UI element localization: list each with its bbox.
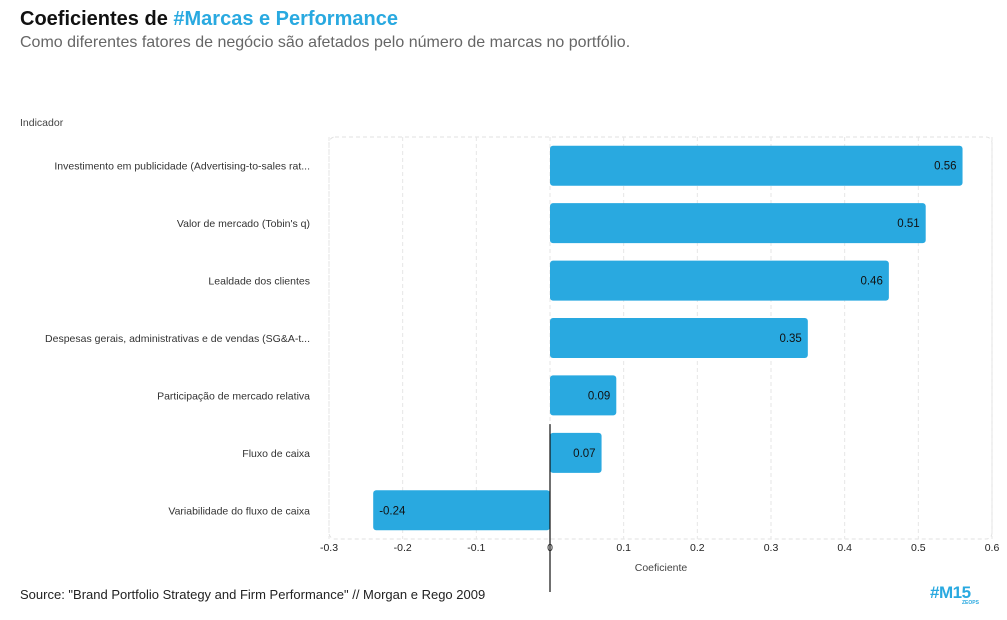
category-labels: Investimento em publicidade (Advertising… bbox=[45, 161, 310, 518]
bar-value-label: 0.56 bbox=[934, 161, 956, 173]
bar-value-label: -0.24 bbox=[379, 505, 406, 517]
x-tick-labels: -0.3-0.2-0.100.10.20.30.40.50.6 bbox=[320, 542, 999, 554]
category-label: Despesas gerais, administrativas e de ve… bbox=[45, 333, 310, 345]
category-label: Lealdade dos clientes bbox=[208, 276, 310, 288]
category-label: Participação de mercado relativa bbox=[157, 390, 310, 402]
bar-value-label: 0.35 bbox=[779, 333, 801, 345]
brand-logo-sub: ZEOPS bbox=[962, 600, 979, 606]
bar bbox=[550, 146, 963, 186]
category-label: Investimento em publicidade (Advertising… bbox=[54, 161, 310, 173]
x-tick-label: 0.2 bbox=[690, 542, 705, 554]
x-tick-label: 0.5 bbox=[911, 542, 926, 554]
x-tick-label: -0.3 bbox=[320, 542, 338, 554]
bar-chart: Indicador 0.560.510.460.350.090.07-0.24 … bbox=[0, 0, 1007, 620]
category-label: Fluxo de caixa bbox=[242, 448, 310, 460]
y-axis-title: Indicador bbox=[20, 117, 64, 129]
x-tick-label: 0.6 bbox=[985, 542, 1000, 554]
x-axis-title: Coeficiente bbox=[635, 562, 688, 574]
x-tick-label: 0.3 bbox=[764, 542, 779, 554]
bar-value-label: 0.09 bbox=[588, 390, 610, 402]
x-tick-label: 0.4 bbox=[837, 542, 852, 554]
source-note: Source: "Brand Portfolio Strategy and Fi… bbox=[20, 587, 485, 602]
x-tick-label: -0.2 bbox=[394, 542, 412, 554]
category-label: Valor de mercado (Tobin's q) bbox=[177, 218, 310, 230]
bar bbox=[550, 203, 926, 243]
bar bbox=[550, 261, 889, 301]
bars-group: 0.56 0.51 0.46 0.35 0.09 0.07 -0.24 bbox=[373, 146, 962, 531]
bar-value-label: 0.51 bbox=[897, 218, 919, 230]
bar-value-label: 0.07 bbox=[573, 448, 595, 460]
x-tick-label: -0.1 bbox=[467, 542, 485, 554]
category-label: Variabilidade do fluxo de caixa bbox=[168, 505, 310, 517]
bar-value-label: 0.46 bbox=[860, 276, 882, 288]
bar bbox=[550, 318, 808, 358]
x-tick-label: 0.1 bbox=[616, 542, 631, 554]
